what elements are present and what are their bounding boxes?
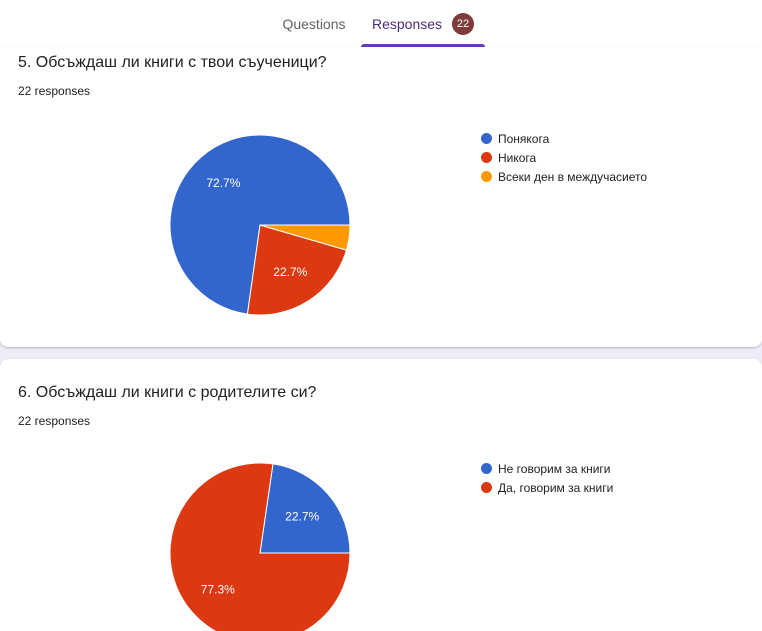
legend-item[interactable]: Никога [481,148,647,167]
slice-label: 22.7% [285,509,319,523]
slice-label: 22.7% [273,265,307,279]
legend-marker-icon [481,133,492,144]
legend-label: Да, говорим за книги [498,480,614,495]
tab-responses[interactable]: Responses 22 [361,0,485,47]
tab-questions[interactable]: Questions [268,0,360,47]
question-title: 6. Обсъждаш ли книги с родителите си? [18,384,317,401]
tab-responses-label: Responses [371,15,443,32]
legend-item[interactable]: Да, говорим за книги [481,478,613,497]
pie-slice[interactable] [169,462,351,631]
question-title: 5. Обсъждаш ли книги с твои съученици? [18,54,327,71]
response-count: 22 responses [18,414,91,428]
legend-label: Не говорим за книги [498,461,611,476]
legend-marker-icon [481,463,492,474]
pie-slice[interactable] [259,224,351,251]
legend-label: Понякога [498,131,550,146]
response-count: 22 responses [18,84,91,98]
pie-chart: 22.7% 77.3% [169,462,351,631]
chart-legend: Не говорим за книги Да, говорим за книги [481,459,613,497]
slice-label: 72.7% [206,176,240,190]
legend-marker-icon [481,171,492,182]
question-card-5: 5. Обсъждаш ли книги с твои съученици? 2… [0,47,762,347]
tab-bar: Questions Responses 22 [0,0,762,47]
pie-slice[interactable] [246,224,348,316]
legend-marker-icon [481,152,492,163]
legend-label: Всеки ден в междучасието [498,169,648,184]
legend-item[interactable]: Всеки ден в междучасието [481,167,647,186]
pie-chart: 72.7% 22.7% [169,134,351,316]
chart-legend: Понякога Никога Всеки ден в междучасието [481,129,647,186]
tab-questions-label: Questions [282,15,346,32]
slice-label: 77.3% [201,583,235,597]
legend-item[interactable]: Понякога [481,129,647,148]
active-tab-indicator [361,44,485,47]
legend-marker-icon [481,482,492,493]
legend-label: Никога [498,150,537,165]
question-card-6: 6. Обсъждаш ли книги с родителите си? 22… [0,359,762,631]
responses-count-badge: 22 [452,12,475,35]
legend-item[interactable]: Не говорим за книги [481,459,613,478]
pie-slice[interactable] [259,463,351,554]
